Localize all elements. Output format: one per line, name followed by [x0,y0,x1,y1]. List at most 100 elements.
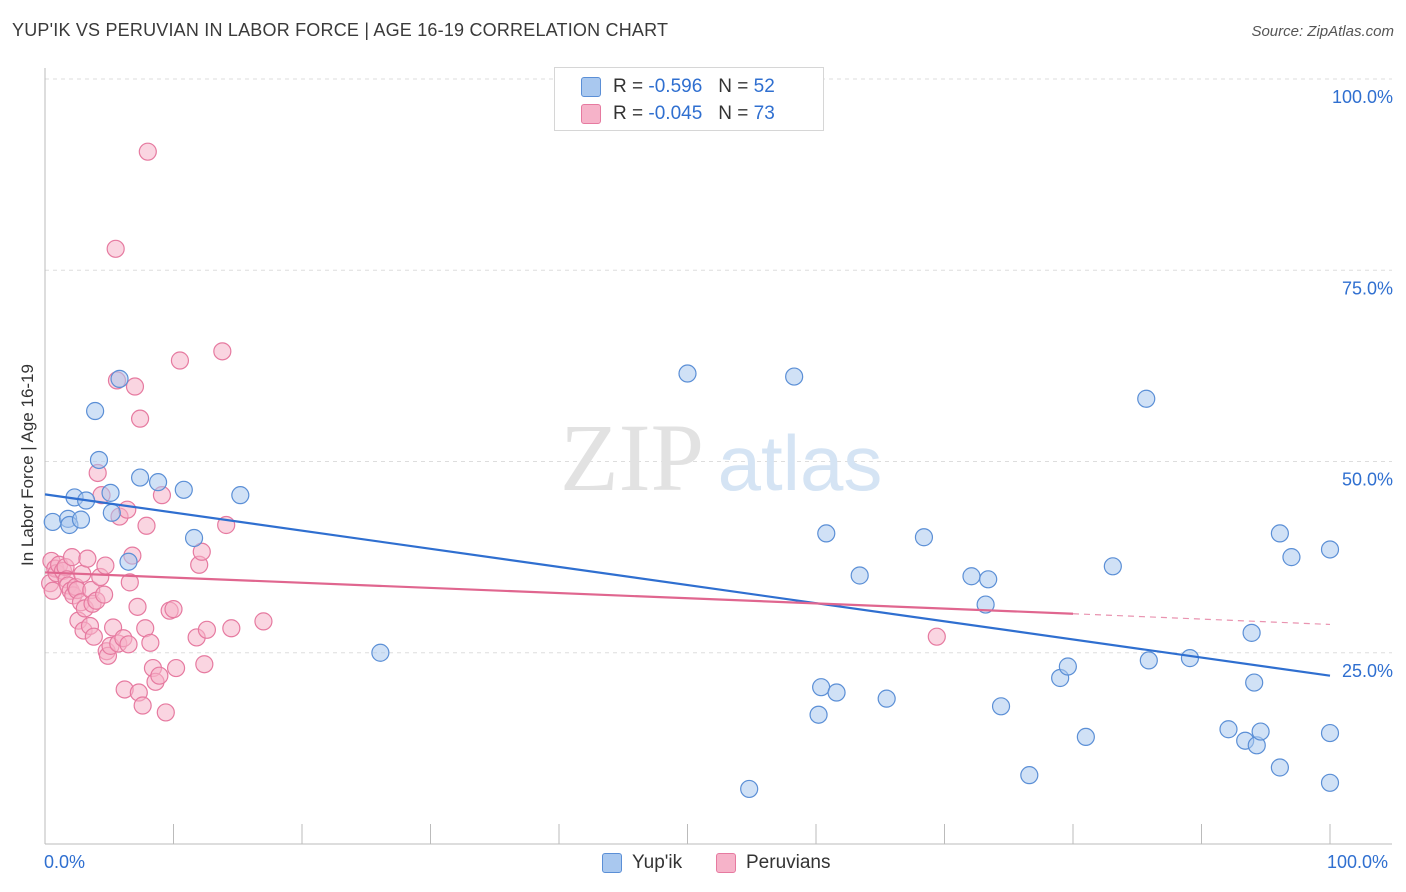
yupik-point [976,595,995,614]
peruvian-point [120,573,139,592]
peruvian-point [78,549,97,568]
y-tick-label: 25.0% [1342,661,1393,681]
peruvian-point [141,633,160,652]
yupik-point [71,510,91,529]
yupik-point [1320,773,1340,792]
yupik-point [785,367,804,386]
yupik-point [1320,540,1340,559]
peruvian-point [195,655,214,674]
yupik-point [89,450,109,470]
peruvian-point [119,635,138,654]
legend-r-label: R = [613,76,644,97]
peruvian-trend-extension [1072,613,1331,626]
legend-n-label: N = [718,76,749,97]
yupik-point [1139,651,1158,670]
peruvian-point [166,658,186,678]
yupik-point [102,503,121,522]
x-min-label: 0.0% [44,852,86,872]
legend-r-value: -0.045 [648,103,703,124]
peruvian-point [138,142,157,161]
yupik-point [1245,673,1264,692]
legend-n-label: N = [718,103,749,124]
watermark-atlas: atlas [718,419,883,507]
yupik-point [817,524,836,543]
legend-r-value: -0.596 [648,76,703,97]
peruvian-point [118,500,137,519]
legend-n-value: 73 [753,103,775,124]
yupik-point [678,364,697,383]
yupik-point [1282,548,1301,567]
yupik-point [148,473,168,492]
peruvian-point [95,585,114,604]
axes [44,68,1392,845]
yupik-point [914,528,934,547]
bottom-legend-label-yupik: Yup'ik [632,852,683,873]
yupik-point [174,480,193,499]
peruvian-point [84,627,103,646]
yupik-point [231,486,250,505]
bottom-legend-label-peruvians: Peruvians [746,852,831,873]
yupik-point [1180,649,1200,668]
peruvian-point [133,696,152,715]
yupik-point [991,697,1011,716]
yupik-point [1076,727,1095,747]
yupik-point [184,528,204,548]
yupik-point [1219,720,1238,739]
legend-r-label: R = [613,103,644,124]
peruvian-point [254,612,273,631]
yupik-point [1242,623,1261,642]
peruvian-point [213,342,232,361]
yupik-trend-line [44,493,1331,677]
legend-row-peruvians: R = -0.045 N = 73 [581,101,775,127]
yupik-point [962,567,981,586]
yupik-point [1251,722,1270,741]
yupik-point [1320,723,1340,743]
peruvian-point [927,627,946,646]
bottom-legend-swatch-peruvians [716,853,736,873]
y-tick-label: 75.0% [1342,278,1393,298]
peruvian-point [62,548,82,567]
y-tick-label: 50.0% [1342,470,1393,490]
legend-swatch-peruvians [581,104,601,124]
y-tick-labels: 25.0% 50.0% 75.0% 100.0% [1332,87,1393,681]
yupik-point [812,678,831,697]
yupik-point [86,401,105,421]
y-tick-label: 100.0% [1332,87,1393,107]
yupik-point [1270,524,1289,543]
peruvian-point [125,377,145,396]
yupik-points [43,364,1340,799]
source-label: Source: ZipAtlas.com [1251,23,1394,40]
legend-row-yupik: R = -0.596 N = 52 [581,74,775,100]
yupik-point [110,369,129,388]
chart-title: YUP'IK VS PERUVIAN IN LABOR FORCE | AGE … [12,20,669,40]
watermark-zip: ZIP [560,404,704,511]
yupik-point [1270,758,1289,777]
peruvian-point [96,556,115,575]
yupik-point [877,689,896,708]
yupik-point [1137,389,1156,408]
yupik-point [119,552,138,571]
peruvian-point [130,409,150,428]
gridlines [45,78,1392,654]
yupik-point [101,483,120,502]
peruvian-point [192,542,211,561]
peruvian-point [156,703,175,722]
bottom-legend-peruvians: Peruvians [716,852,831,874]
yupik-point [809,705,828,724]
yupik-point [740,779,759,799]
yupik-point [979,570,998,589]
peruvian-trend-line [44,571,1074,615]
yupik-point [130,468,150,487]
yupik-point [1020,766,1039,785]
bottom-legend-yupik: Yup'ik [602,852,682,874]
yupik-point [1058,657,1077,676]
yupik-point [1103,557,1122,576]
peruvian-point [197,620,217,639]
peruvian-point [128,597,147,616]
correlation-legend: R = -0.596 N = 52 R = -0.045 N = 73 [554,67,824,131]
peruvian-point [106,239,125,258]
bottom-legend-swatch-yupik [602,853,622,873]
peruvian-point [164,600,183,619]
legend-n-value: 52 [753,76,775,97]
